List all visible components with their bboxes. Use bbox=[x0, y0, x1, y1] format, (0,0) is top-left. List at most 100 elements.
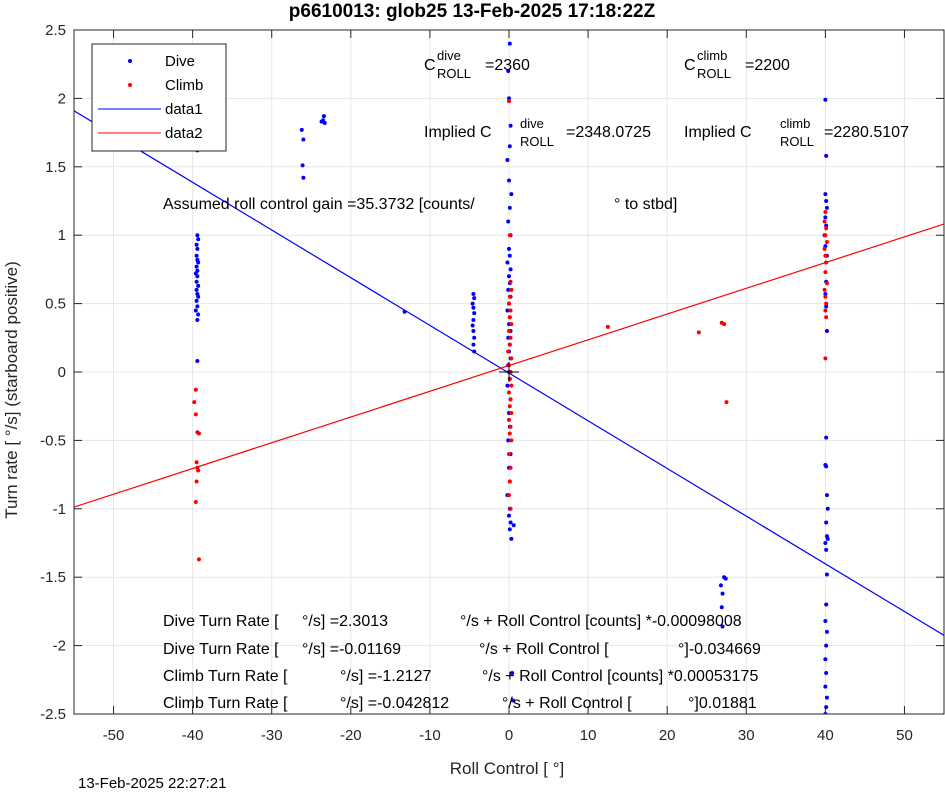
x-tick-label: 10 bbox=[580, 727, 597, 744]
dive-point bbox=[505, 383, 510, 388]
dive-point bbox=[195, 359, 200, 364]
legend-dive-marker bbox=[128, 59, 132, 63]
dive-point bbox=[301, 137, 306, 142]
y-tick-label: -2.5 bbox=[40, 706, 66, 723]
fit-0-c: °/s + Roll Control [counts] *-0.00098008 bbox=[460, 613, 742, 630]
dive-point bbox=[508, 267, 513, 272]
dive-point bbox=[823, 97, 828, 102]
dive-point bbox=[194, 264, 199, 269]
annotation-gain: Assumed roll control gain =35.3732 [coun… bbox=[163, 196, 677, 213]
dive-point bbox=[472, 296, 477, 301]
climb-point bbox=[507, 431, 512, 436]
dive-point bbox=[507, 246, 511, 251]
dive-point bbox=[824, 328, 829, 333]
y-tick-label: -1 bbox=[53, 501, 66, 518]
dive-point bbox=[506, 69, 511, 74]
y-tick-label: 1 bbox=[58, 227, 66, 244]
dive-point bbox=[825, 536, 830, 541]
y-tick-label: 2 bbox=[58, 90, 66, 107]
c-dive-sup: dive bbox=[437, 48, 461, 63]
annotation-implied-climb: Implied C climb ROLL =2280.5107 bbox=[684, 116, 909, 149]
dive-point bbox=[301, 175, 306, 180]
climb-point bbox=[509, 287, 514, 292]
legend-data2-label: data2 bbox=[165, 125, 203, 142]
dive-point bbox=[470, 323, 475, 328]
c-climb-base: C bbox=[684, 57, 696, 74]
fit-equation: Dive Turn Rate [ °/s] =2.3013 °/s + Roll… bbox=[163, 613, 742, 630]
dive-point bbox=[823, 541, 828, 545]
dive-point bbox=[193, 308, 198, 313]
climb-point bbox=[507, 390, 511, 395]
climb-point bbox=[824, 226, 829, 231]
legend-box bbox=[91, 43, 227, 152]
dive-point bbox=[824, 153, 829, 158]
c-dive-value: =2360 bbox=[485, 57, 530, 74]
dive-point bbox=[505, 157, 510, 162]
dive-point bbox=[824, 705, 829, 710]
fit-2-c: °/s + Roll Control [counts] *0.00053175 bbox=[482, 668, 758, 685]
climb-point bbox=[824, 315, 829, 320]
climb-point bbox=[509, 322, 514, 327]
climb-point bbox=[507, 233, 512, 238]
dive-point bbox=[195, 233, 200, 238]
dive-point bbox=[507, 205, 512, 210]
dive-point bbox=[823, 192, 828, 197]
dive-point bbox=[472, 311, 477, 316]
climb-point bbox=[822, 219, 827, 224]
dive-point bbox=[824, 199, 829, 203]
dive-point bbox=[195, 246, 200, 251]
dive-point bbox=[196, 312, 201, 317]
climb-point bbox=[193, 412, 198, 417]
dive-point bbox=[196, 294, 201, 299]
dive-point bbox=[825, 506, 830, 511]
fit-equation: Climb Turn Rate [ °/s] =-0.042812 °/s + … bbox=[163, 695, 757, 712]
climb-point bbox=[823, 233, 828, 238]
annotation-c-dive: C dive ROLL =2360 bbox=[424, 48, 530, 81]
dive-point bbox=[471, 328, 476, 333]
fit-1-a: Dive Turn Rate [ bbox=[163, 641, 279, 658]
implied-dive-sub: ROLL bbox=[520, 134, 554, 149]
c-dive-base: C bbox=[424, 57, 436, 74]
dive-point bbox=[195, 274, 200, 279]
implied-dive-sup: dive bbox=[520, 116, 544, 131]
fit-3-b: °/s] =-0.042812 bbox=[340, 695, 449, 712]
dive-point bbox=[507, 178, 511, 183]
dive-point bbox=[824, 643, 829, 648]
y-tick-label: 2.5 bbox=[45, 22, 66, 39]
dive-point bbox=[506, 438, 511, 443]
fit-equation: Dive Turn Rate [ °/s] =-0.01169 °/s + Ro… bbox=[163, 641, 761, 658]
climb-point bbox=[823, 209, 828, 214]
dive-point bbox=[824, 572, 829, 577]
dive-point bbox=[321, 114, 326, 119]
dive-point bbox=[824, 464, 829, 469]
dive-point bbox=[824, 629, 829, 634]
dive-point bbox=[824, 547, 829, 552]
origin-marker bbox=[499, 362, 519, 382]
annotation-implied-dive: Implied C dive ROLL =2348.0725 bbox=[424, 116, 651, 149]
c-dive-sub: ROLL bbox=[437, 66, 471, 81]
climb-point bbox=[823, 308, 828, 313]
dive-point bbox=[472, 335, 477, 340]
climb-point bbox=[823, 270, 828, 275]
dive-point bbox=[508, 520, 513, 525]
dive-point bbox=[720, 624, 725, 629]
c-climb-sub: ROLL bbox=[697, 66, 731, 81]
y-tick-label: -1.5 bbox=[40, 569, 66, 586]
x-axis-label: Roll Control [ °] bbox=[450, 759, 565, 778]
dive-point bbox=[507, 41, 512, 46]
implied-climb-base: Implied C bbox=[684, 124, 752, 141]
x-tick-label: 40 bbox=[817, 727, 834, 744]
climb-point bbox=[508, 465, 513, 470]
dive-point bbox=[824, 304, 829, 309]
dive-point bbox=[509, 192, 514, 197]
climb-point bbox=[507, 301, 511, 306]
gain-right: ° to stbd] bbox=[614, 196, 677, 213]
dive-point bbox=[823, 292, 828, 297]
climb-point bbox=[193, 387, 198, 392]
dive-point bbox=[823, 684, 828, 689]
climb-point bbox=[194, 479, 199, 484]
fit-1-c: °/s + Roll Control [ bbox=[479, 641, 609, 658]
dive-point bbox=[824, 695, 829, 700]
dive-point bbox=[300, 163, 305, 168]
y-axis-label: Turn rate [ °/s] (starboard positive) bbox=[2, 261, 21, 518]
